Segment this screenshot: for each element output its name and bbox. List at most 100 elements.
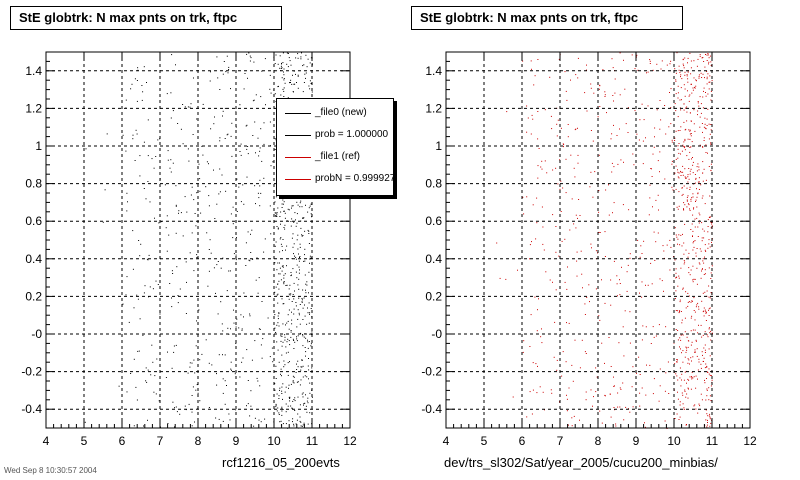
scatter-point bbox=[671, 160, 673, 162]
scatter-point bbox=[695, 306, 697, 308]
scatter-point bbox=[698, 308, 700, 310]
scatter-point bbox=[704, 349, 706, 351]
scatter-point bbox=[300, 369, 302, 371]
scatter-point bbox=[305, 204, 306, 206]
scatter-point bbox=[659, 368, 661, 370]
scatter-point bbox=[573, 223, 575, 225]
scatter-point bbox=[704, 291, 706, 293]
scatter-point bbox=[306, 284, 308, 286]
scatter-point bbox=[293, 399, 295, 400]
scatter-point bbox=[706, 388, 708, 390]
scatter-point bbox=[309, 205, 311, 207]
scatter-point bbox=[302, 359, 303, 361]
scatter-point bbox=[182, 143, 184, 145]
scatter-point bbox=[139, 318, 141, 320]
scatter-point bbox=[293, 243, 295, 245]
scatter-point bbox=[243, 203, 245, 205]
scatter-point bbox=[701, 351, 703, 353]
scatter-point bbox=[558, 58, 560, 60]
scatter-point bbox=[297, 248, 299, 250]
scatter-point bbox=[671, 139, 673, 141]
scatter-point bbox=[258, 328, 260, 330]
scatter-point bbox=[288, 288, 290, 290]
scatter-point bbox=[157, 284, 159, 285]
scatter-point bbox=[687, 176, 689, 178]
scatter-point bbox=[270, 233, 272, 235]
scatter-point bbox=[289, 361, 290, 363]
scatter-point bbox=[653, 378, 655, 380]
scatter-point bbox=[704, 273, 706, 275]
scatter-point bbox=[604, 394, 606, 396]
scatter-point bbox=[299, 269, 300, 271]
scatter-point bbox=[684, 390, 686, 392]
scatter-point bbox=[199, 178, 201, 180]
scatter-point bbox=[191, 362, 193, 364]
scatter-point bbox=[261, 357, 263, 359]
scatter-point bbox=[175, 344, 177, 346]
scatter-point bbox=[681, 392, 683, 394]
scatter-point bbox=[222, 354, 223, 356]
scatter-point bbox=[577, 77, 579, 79]
scatter-point bbox=[167, 159, 169, 161]
scatter-point bbox=[232, 206, 234, 208]
scatter-point bbox=[283, 78, 285, 79]
scatter-point bbox=[646, 72, 647, 74]
scatter-point bbox=[536, 222, 538, 224]
scatter-point bbox=[702, 161, 704, 163]
scatter-point bbox=[680, 175, 682, 176]
scatter-point bbox=[660, 119, 662, 121]
scatter-point bbox=[305, 289, 306, 291]
scatter-point bbox=[670, 60, 672, 62]
scatter-point bbox=[696, 65, 698, 67]
scatter-point bbox=[678, 277, 680, 279]
scatter-point bbox=[693, 60, 695, 62]
scatter-point bbox=[186, 211, 188, 213]
scatter-point bbox=[283, 210, 285, 212]
scatter-point bbox=[294, 83, 296, 85]
scatter-point bbox=[191, 411, 193, 413]
scatter-point bbox=[305, 355, 306, 357]
scatter-point bbox=[84, 421, 86, 423]
scatter-point bbox=[279, 55, 281, 57]
scatter-point bbox=[285, 346, 287, 348]
scatter-point bbox=[283, 74, 285, 76]
scatter-point bbox=[247, 380, 249, 381]
scatter-point bbox=[584, 303, 586, 305]
scatter-point bbox=[681, 78, 683, 80]
scatter-point bbox=[280, 223, 281, 225]
scatter-point bbox=[711, 80, 713, 82]
scatter-point bbox=[186, 281, 187, 283]
scatter-point bbox=[175, 185, 177, 187]
scatter-point bbox=[699, 214, 701, 216]
x-tick-label: 5 bbox=[481, 434, 488, 448]
scatter-point bbox=[264, 58, 266, 60]
scatter-point bbox=[700, 277, 702, 279]
scatter-point bbox=[707, 247, 709, 249]
scatter-point bbox=[674, 418, 676, 419]
scatter-point bbox=[689, 52, 691, 54]
scatter-point bbox=[205, 186, 207, 188]
scatter-point bbox=[698, 166, 700, 168]
scatter-point bbox=[281, 354, 283, 356]
scatter-point bbox=[698, 361, 700, 363]
scatter-point bbox=[147, 369, 149, 371]
scatter-point bbox=[166, 250, 168, 252]
scatter-point bbox=[695, 178, 697, 180]
scatter-point bbox=[292, 294, 294, 295]
scatter-point bbox=[691, 158, 692, 160]
scatter-point bbox=[678, 152, 680, 154]
scatter-point bbox=[219, 89, 221, 90]
scatter-point bbox=[235, 326, 237, 328]
scatter-point bbox=[681, 319, 683, 321]
scatter-point bbox=[623, 161, 624, 163]
scatter-point bbox=[681, 373, 683, 375]
scatter-point bbox=[532, 118, 534, 120]
scatter-point bbox=[697, 58, 699, 60]
scatter-point bbox=[696, 196, 698, 198]
scatter-point bbox=[707, 73, 709, 75]
scatter-point bbox=[576, 251, 578, 253]
scatter-point bbox=[302, 91, 304, 93]
scatter-point bbox=[243, 316, 244, 318]
scatter-point bbox=[287, 405, 289, 407]
scatter-point bbox=[639, 119, 641, 121]
